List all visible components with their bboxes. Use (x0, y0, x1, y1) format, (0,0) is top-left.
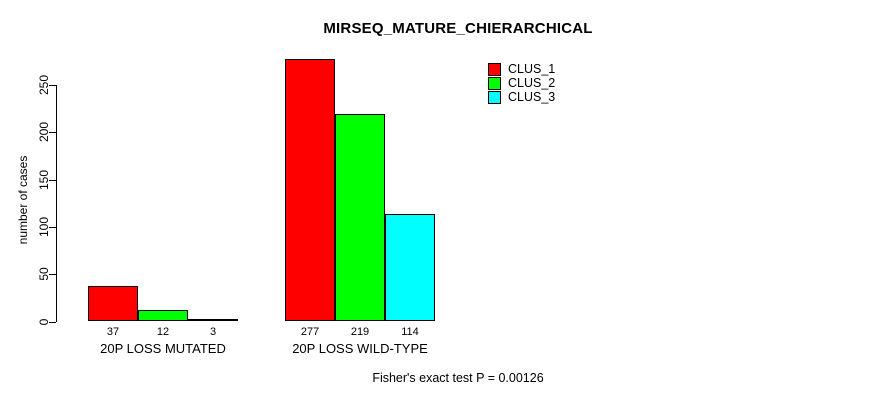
chart-title: MIRSEQ_MATURE_CHIERARCHICAL (323, 20, 593, 37)
y-axis-tick (49, 85, 56, 86)
bar-value-label: 3 (209, 326, 217, 338)
legend-swatch (488, 76, 501, 90)
bar-clus_2-group1 (138, 310, 188, 322)
legend-item: CLUS_2 (488, 76, 555, 90)
x-category-label: 20P LOSS WILD-TYPE (292, 341, 428, 356)
y-axis-tick (49, 226, 56, 228)
y-axis-tick-label: 200 (37, 122, 51, 143)
y-axis-tick-label: 100 (37, 216, 51, 237)
bar-clus_3-group1 (188, 318, 238, 322)
legend-swatch (488, 90, 501, 104)
legend-item: CLUS_1 (488, 62, 555, 76)
annotation-text: Fisher's exact test P = 0.00126 (372, 371, 544, 385)
legend: CLUS_1 CLUS_2 CLUS_3 (488, 62, 555, 104)
y-axis-tick (49, 321, 56, 323)
bar-value-label: 219 (350, 326, 370, 338)
bar-clus_1-group2 (285, 59, 335, 322)
legend-item: CLUS_3 (488, 90, 555, 104)
bar-value-label: 37 (106, 326, 120, 338)
y-axis-label: number of cases (16, 155, 30, 245)
bar-value-label: 277 (300, 326, 320, 338)
y-axis-tick (49, 179, 56, 181)
legend-item-label: CLUS_2 (508, 76, 556, 90)
bar-clus_3-group2 (385, 213, 435, 322)
bar-value-label: 12 (156, 326, 170, 338)
y-axis-line (56, 85, 57, 322)
y-axis-tick-label: 250 (37, 74, 51, 96)
y-axis-tick-label: 150 (37, 169, 51, 190)
bar-clus_2-group2 (335, 114, 385, 322)
legend-item-label: CLUS_1 (508, 62, 556, 76)
legend-swatch (488, 62, 501, 76)
bar-value-label: 114 (401, 326, 419, 338)
y-axis-tick (49, 274, 56, 276)
legend-item-label: CLUS_3 (508, 90, 556, 104)
y-axis-tick-label: 50 (37, 267, 51, 281)
x-category-label: 20P LOSS MUTATED (100, 341, 226, 356)
y-axis-tick-label: 0 (37, 318, 51, 325)
bar-clus_1-group1 (88, 286, 138, 322)
y-axis-tick (49, 132, 56, 134)
